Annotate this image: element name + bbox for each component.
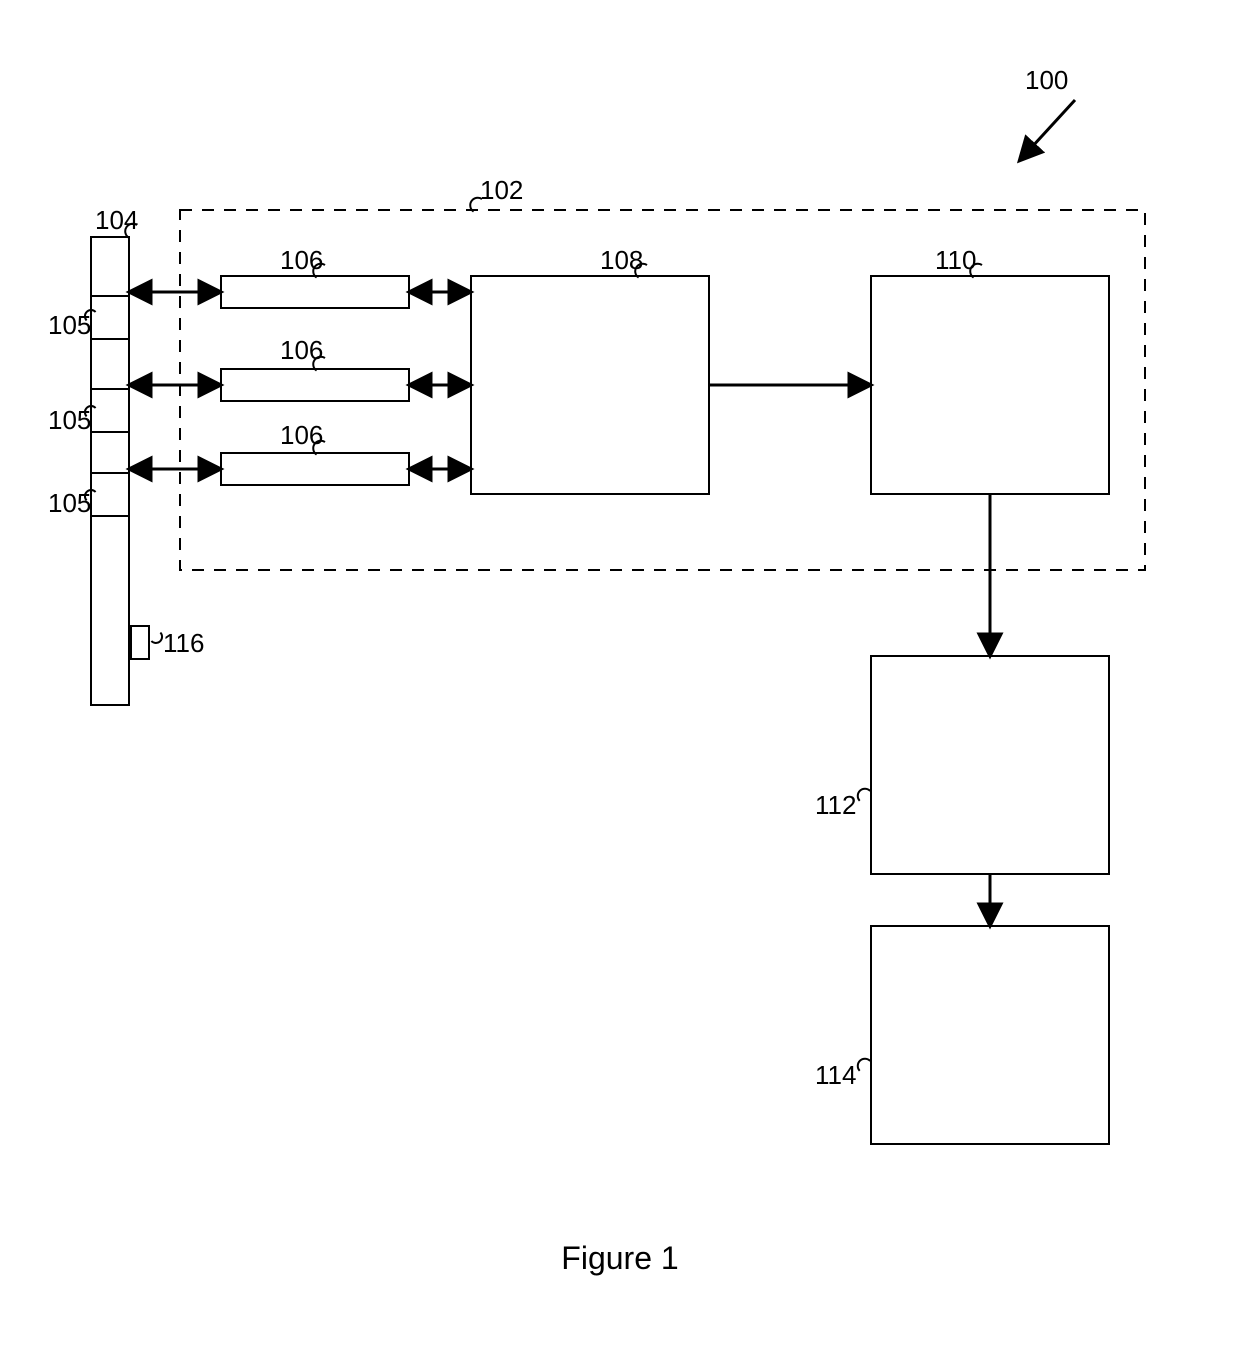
segment-105-a xyxy=(90,295,130,340)
label-106-b: 106 xyxy=(280,335,323,366)
segment-105-c xyxy=(90,472,130,517)
segment-105-b xyxy=(90,388,130,433)
figure-caption: Figure 1 xyxy=(0,1240,1240,1277)
block-116 xyxy=(130,625,150,660)
label-105-a: 105 xyxy=(48,310,91,341)
block-106-c xyxy=(220,452,410,486)
label-105-b: 105 xyxy=(48,405,91,436)
label-100: 100 xyxy=(1025,65,1068,96)
label-104: 104 xyxy=(95,205,138,236)
label-110: 110 xyxy=(935,245,976,276)
block-106-a xyxy=(220,275,410,309)
label-108: 108 xyxy=(600,245,643,276)
label-116: 116 xyxy=(163,628,204,659)
block-114 xyxy=(870,925,1110,1145)
block-112 xyxy=(870,655,1110,875)
label-105-c: 105 xyxy=(48,488,91,519)
label-102: 102 xyxy=(480,175,523,206)
label-106-a: 106 xyxy=(280,245,323,276)
label-114: 114 xyxy=(815,1060,856,1091)
block-106-b xyxy=(220,368,410,402)
block-110 xyxy=(870,275,1110,495)
block-108 xyxy=(470,275,710,495)
label-106-c: 106 xyxy=(280,420,323,451)
label-112: 112 xyxy=(815,790,856,821)
figure-canvas: 100 102 104 105 105 105 106 106 106 108 … xyxy=(0,0,1240,1352)
